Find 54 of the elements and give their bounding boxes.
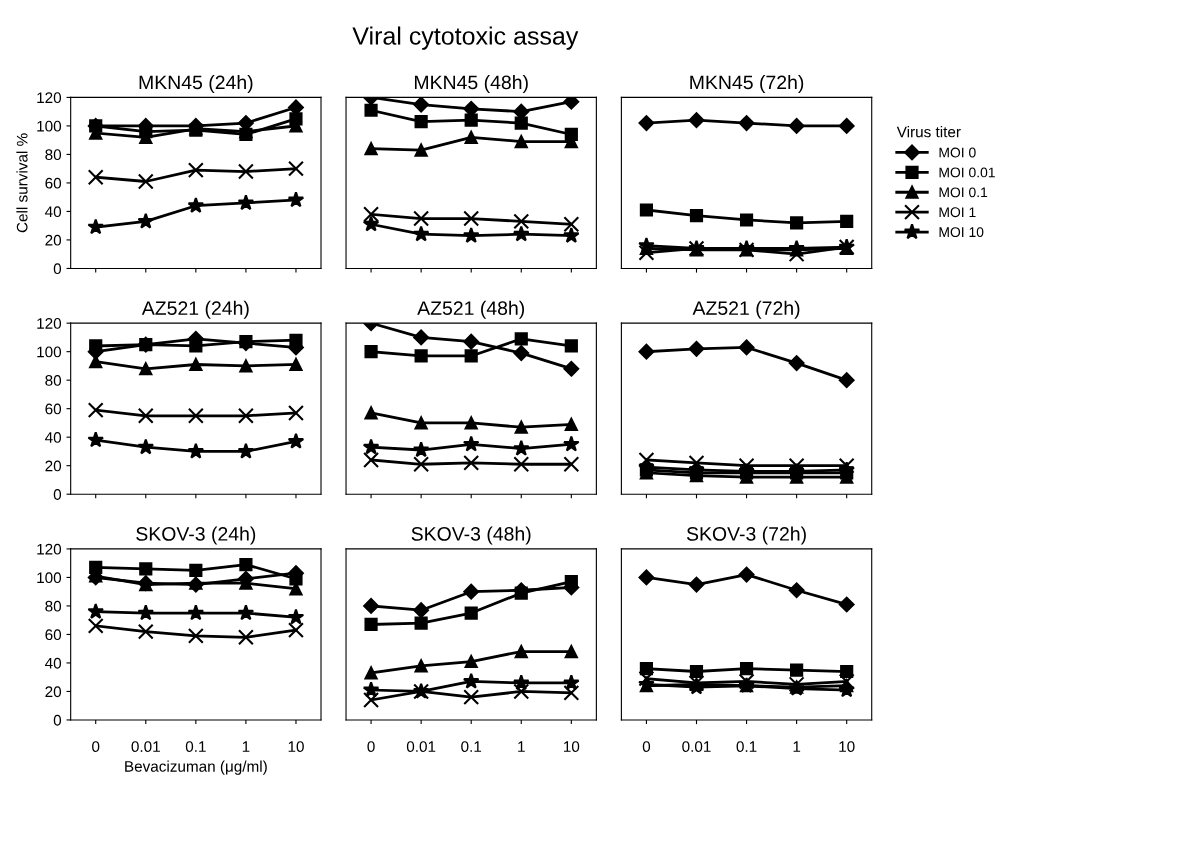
y-tick-label: 0 — [53, 714, 62, 726]
chart-title: SKOV-3 (48h) — [411, 526, 531, 545]
y-tick-label: 80 — [45, 375, 62, 386]
y-tick-label: 20 — [45, 234, 62, 246]
y-tick-label: 100 — [37, 572, 62, 584]
y-tick-label: 120 — [37, 543, 62, 555]
legend-label: MOI 0 — [939, 147, 976, 158]
x-tick-label: 10 — [839, 741, 855, 753]
y-tick-label: 60 — [45, 177, 62, 189]
x-tick-label: 0.01 — [682, 741, 711, 753]
y-tick-label: 100 — [37, 120, 62, 132]
chart-title: MKN45 (24h) — [139, 74, 253, 94]
x-tick-label: 0.1 — [461, 741, 482, 753]
y-tick-label: 80 — [45, 600, 62, 612]
x-axis-title: Bevacizuman (μg/ml) — [125, 760, 267, 775]
x-tick-label: 0 — [367, 741, 375, 753]
x-tick-label: 0.1 — [185, 741, 206, 753]
chart-title: SKOV-3 (72h) — [686, 526, 806, 545]
y-tick-label: 80 — [45, 149, 62, 161]
text: Viral cytotoxic assay — [352, 26, 579, 50]
x-tick-label: 1 — [793, 741, 801, 752]
y-tick-label: 40 — [45, 206, 62, 218]
x-tick-label: 0.01 — [406, 741, 436, 753]
x-tick-label: 0 — [642, 741, 651, 753]
chart-title: MKN45 (48h) — [414, 74, 528, 94]
chart-title: SKOV-3 (24h) — [136, 526, 256, 545]
x-tick-label: 0 — [92, 741, 100, 753]
y-tick-label: 20 — [45, 460, 62, 472]
chart-title: AZ521 (48h) — [417, 300, 525, 319]
chart-title: AZ521 (24h) — [141, 300, 249, 319]
y-tick-label: 40 — [45, 657, 62, 669]
x-tick-label: 10 — [288, 741, 304, 753]
legend-label: MOI 1 — [939, 207, 976, 218]
legend-label: MOI 0.1 — [939, 187, 988, 198]
y-tick-label: 40 — [45, 432, 62, 443]
x-tick-label: 0.01 — [131, 741, 160, 753]
x-tick-label: 1 — [518, 741, 525, 752]
y-tick-label: 20 — [45, 686, 62, 698]
y-tick-label: 0 — [53, 489, 62, 500]
x-tick-label: 1 — [242, 741, 250, 752]
legend-label: MOI 10 — [939, 227, 984, 238]
chart-title: MKN45 (72h) — [690, 74, 804, 94]
y-tick-label: 0 — [53, 263, 62, 275]
legend-label: MOI 0.01 — [939, 167, 995, 178]
y-tick-label: 120 — [37, 318, 62, 329]
y-tick-label: 60 — [45, 629, 62, 641]
y-axis-title: Cell survival % — [16, 133, 28, 233]
legend-title: Virus titer — [896, 126, 961, 138]
y-tick-label: 60 — [45, 403, 62, 415]
y-tick-label: 120 — [37, 92, 62, 104]
y-tick-label: 100 — [37, 346, 62, 358]
x-tick-label: 0.1 — [736, 741, 757, 753]
chart-title: AZ521 (72h) — [692, 300, 800, 319]
x-tick-label: 10 — [564, 741, 580, 753]
